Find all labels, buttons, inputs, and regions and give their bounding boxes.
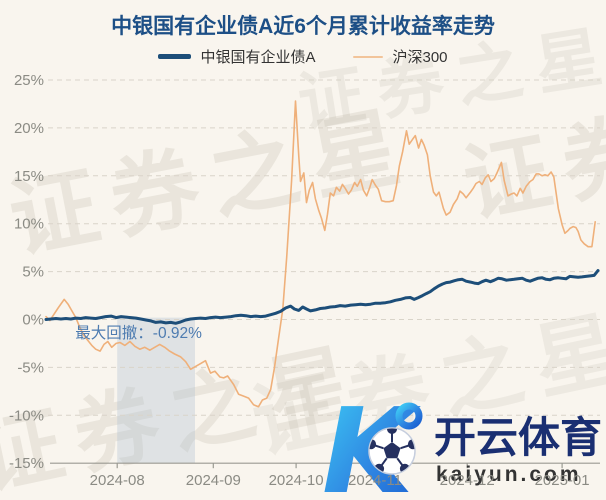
swirl-icon xyxy=(395,402,423,430)
x-tick-label: 2024-09 xyxy=(186,472,241,489)
legend-swatch-index xyxy=(353,55,384,58)
series-line xyxy=(45,100,597,408)
soccer-ball-icon xyxy=(368,427,416,475)
legend: 中银国有企业债A 沪深300 xyxy=(0,46,606,67)
x-tick-label: 2024-10 xyxy=(269,472,324,489)
y-tick-label: 25% xyxy=(14,72,44,89)
y-tick-label: -10% xyxy=(9,407,44,424)
legend-label-fund: 中银国有企业债A xyxy=(200,49,316,66)
logo-brand-text: 开云体育 xyxy=(434,414,602,461)
y-tick-label: 15% xyxy=(14,168,44,185)
y-tick-label: -15% xyxy=(9,455,44,472)
y-tick-label: 0% xyxy=(22,312,44,329)
page-title: 中银国有企业债A近6个月累计收益率走势 xyxy=(111,15,495,38)
y-tick-label: 10% xyxy=(14,216,44,233)
max-drawdown-annotation: 最大回撤：-0.92% xyxy=(75,324,202,342)
x-tick-label: 2024-08 xyxy=(90,472,145,489)
series-line xyxy=(44,269,600,325)
legend-label-index: 沪深300 xyxy=(392,49,448,66)
x-tick-label: 2024-11 xyxy=(348,472,402,489)
legend-swatch-fund xyxy=(158,54,192,59)
y-tick-label: -5% xyxy=(17,359,44,376)
x-tick-label: 2025-01 xyxy=(535,472,590,489)
logo-domain-text: kaiyun.com xyxy=(436,463,582,486)
y-tick-label: 20% xyxy=(14,120,44,137)
y-tick-label: 5% xyxy=(22,264,44,281)
x-tick-label: 2024-12 xyxy=(440,472,495,489)
